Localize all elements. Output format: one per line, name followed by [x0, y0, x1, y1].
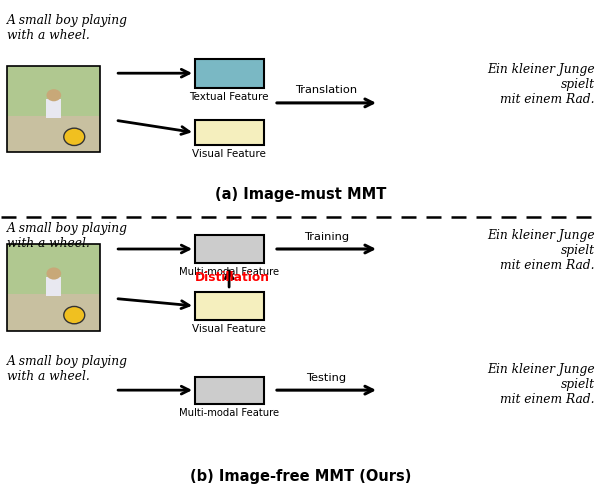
Text: (b) Image-free MMT (Ours): (b) Image-free MMT (Ours) [190, 470, 412, 485]
Text: A small boy playing
with a wheel.: A small boy playing with a wheel. [7, 356, 128, 383]
Circle shape [64, 306, 85, 324]
Text: Translation: Translation [295, 86, 357, 96]
FancyBboxPatch shape [194, 292, 264, 320]
FancyBboxPatch shape [194, 236, 264, 262]
Bar [7, 116, 101, 152]
FancyBboxPatch shape [194, 59, 264, 88]
Text: (a) Image-must MMT: (a) Image-must MMT [216, 187, 386, 202]
FancyBboxPatch shape [194, 376, 264, 404]
Text: A small boy playing
with a wheel.: A small boy playing with a wheel. [7, 222, 128, 250]
Bar [7, 66, 101, 152]
Text: Visual Feature: Visual Feature [192, 324, 266, 334]
Text: Visual Feature: Visual Feature [192, 149, 266, 159]
Text: Testing: Testing [306, 373, 346, 382]
Circle shape [46, 89, 61, 101]
Bar [7, 244, 101, 331]
Text: Distillation: Distillation [194, 271, 270, 284]
Bar [46, 99, 61, 118]
Text: Ein kleiner Junge
spielt
mit einem Rad.: Ein kleiner Junge spielt mit einem Rad. [487, 363, 595, 406]
Text: Training: Training [303, 232, 349, 242]
Bar [7, 294, 101, 331]
Text: A small boy playing
with a wheel.: A small boy playing with a wheel. [7, 14, 128, 42]
Text: Multi-modal Feature: Multi-modal Feature [179, 266, 279, 276]
Text: Ein kleiner Junge
spielt
mit einem Rad.: Ein kleiner Junge spielt mit einem Rad. [487, 229, 595, 272]
Bar [46, 277, 61, 296]
Bar [7, 66, 101, 116]
FancyBboxPatch shape [194, 120, 264, 145]
Circle shape [46, 267, 61, 279]
Circle shape [64, 128, 85, 145]
Text: Multi-modal Feature: Multi-modal Feature [179, 408, 279, 418]
Bar [7, 244, 101, 294]
Text: Ein kleiner Junge
spielt
mit einem Rad.: Ein kleiner Junge spielt mit einem Rad. [487, 63, 595, 106]
Text: Textual Feature: Textual Feature [190, 92, 269, 102]
